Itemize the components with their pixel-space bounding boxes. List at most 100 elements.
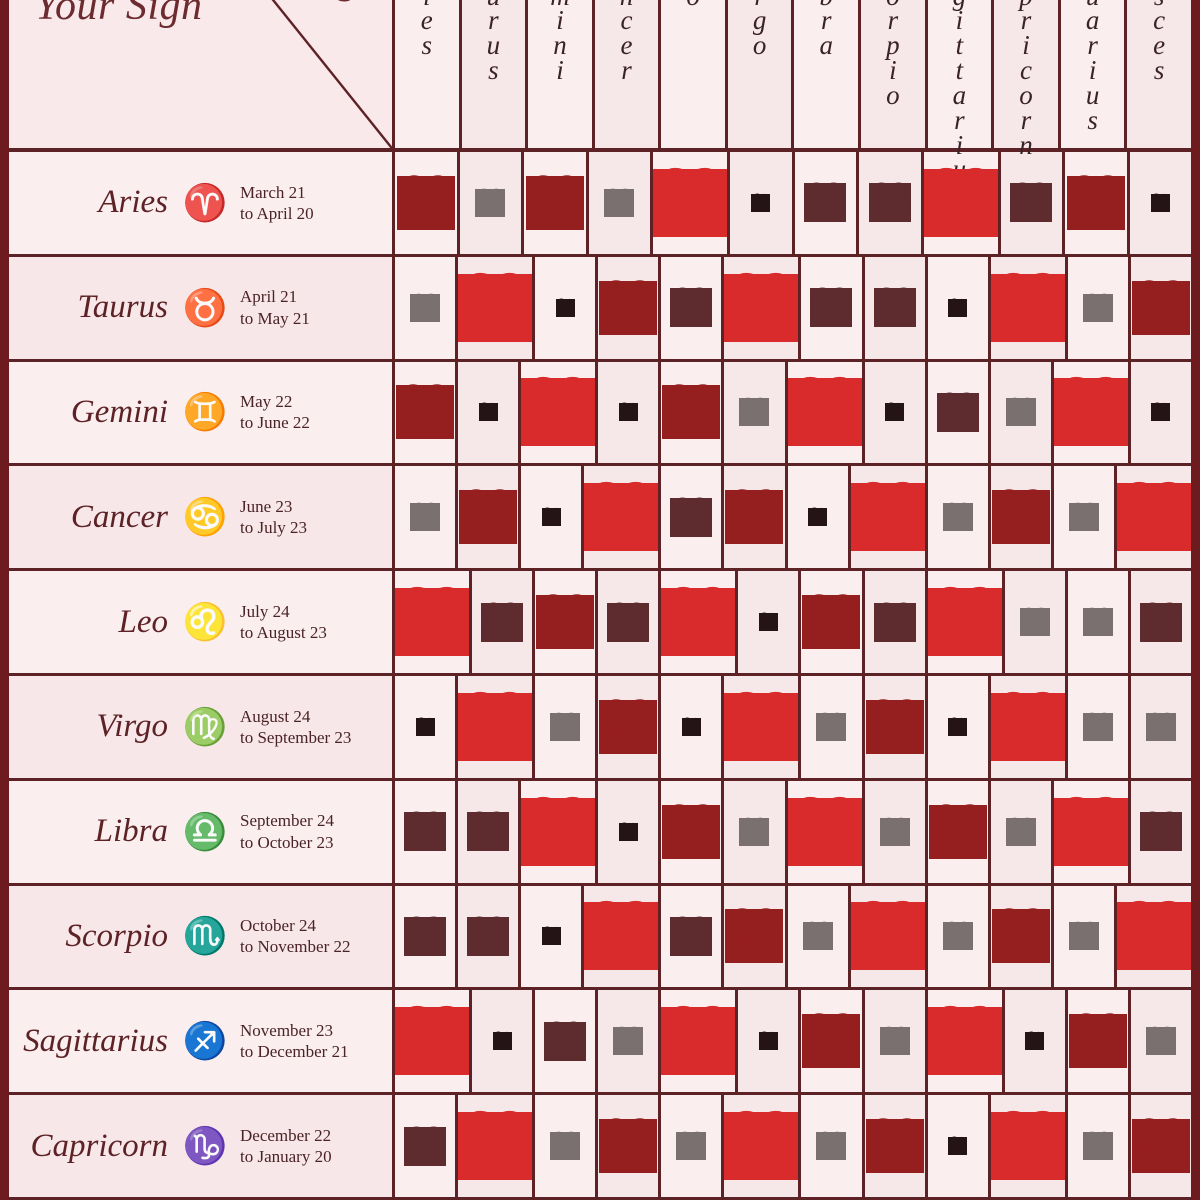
rating-cell-virgo-leo[interactable] <box>661 675 725 778</box>
rating-cell-aries-libra[interactable] <box>794 152 859 254</box>
rating-cell-leo-gemini[interactable] <box>535 571 599 673</box>
rating-cell-libra-aquarius[interactable] <box>1053 780 1131 883</box>
rating-cell-sagittarius-scorpio[interactable] <box>864 990 928 1093</box>
column-header-leo[interactable]: L e o <box>661 0 728 148</box>
rating-cell-libra-pisces[interactable] <box>1130 780 1191 883</box>
rating-cell-scorpio-aquarius[interactable] <box>1053 885 1117 988</box>
rating-cell-taurus-aquarius[interactable] <box>1067 256 1131 359</box>
rating-cell-libra-virgo[interactable] <box>724 780 788 883</box>
rating-cell-scorpio-aries[interactable] <box>395 885 459 988</box>
row-header-scorpio[interactable]: Scorpio ♏ October 24 to November 22 <box>9 885 395 988</box>
rating-cell-cancer-scorpio[interactable] <box>850 466 928 569</box>
rating-cell-leo-cancer[interactable] <box>598 571 662 673</box>
rating-cell-sagittarius-capricorn[interactable] <box>1004 990 1068 1093</box>
rating-cell-taurus-cancer[interactable] <box>598 256 662 359</box>
rating-cell-cancer-pisces[interactable] <box>1116 466 1191 569</box>
rating-cell-virgo-capricorn[interactable] <box>990 675 1068 778</box>
rating-cell-taurus-leo[interactable] <box>661 256 725 359</box>
rating-cell-sagittarius-taurus[interactable] <box>472 990 536 1093</box>
column-header-gemini[interactable]: G e m i n i <box>528 0 595 148</box>
rating-cell-sagittarius-aries[interactable] <box>395 990 472 1093</box>
rating-cell-leo-pisces[interactable] <box>1130 571 1191 673</box>
rating-cell-aries-aries[interactable] <box>395 152 460 254</box>
rating-cell-cancer-libra[interactable] <box>787 466 851 569</box>
row-header-libra[interactable]: Libra ♎ September 24 to October 23 <box>9 780 395 883</box>
column-header-taurus[interactable]: T a u r u s <box>461 0 529 148</box>
row-header-capricorn[interactable]: Capricorn ♑ December 22 to January 20 <box>9 1095 395 1197</box>
row-header-virgo[interactable]: Virgo ♍ August 24 to September 23 <box>9 675 395 778</box>
column-header-capricorn[interactable]: C a p r i c o r n <box>994 0 1061 158</box>
rating-cell-sagittarius-gemini[interactable] <box>535 990 599 1093</box>
rating-cell-taurus-aries[interactable] <box>395 256 459 359</box>
rating-cell-aries-pisces[interactable] <box>1129 152 1191 254</box>
rating-cell-sagittarius-leo[interactable] <box>661 990 739 1093</box>
rating-cell-virgo-libra[interactable] <box>801 675 865 778</box>
rating-cell-virgo-virgo[interactable] <box>724 675 802 778</box>
rating-cell-scorpio-cancer[interactable] <box>584 885 662 988</box>
rating-cell-taurus-scorpio[interactable] <box>864 256 928 359</box>
column-header-aries[interactable]: A r i e s <box>395 0 462 148</box>
column-header-virgo[interactable]: V i r g o <box>727 0 795 148</box>
rating-cell-gemini-cancer[interactable] <box>598 361 662 464</box>
rating-cell-leo-sagittarius[interactable] <box>927 571 1005 673</box>
rating-cell-taurus-libra[interactable] <box>801 256 865 359</box>
rating-cell-sagittarius-libra[interactable] <box>801 990 865 1093</box>
rating-cell-cancer-aquarius[interactable] <box>1053 466 1117 569</box>
rating-cell-taurus-pisces[interactable] <box>1130 256 1191 359</box>
row-header-gemini[interactable]: Gemini ♊ May 22 to June 22 <box>9 361 395 464</box>
rating-cell-gemini-capricorn[interactable] <box>990 361 1054 464</box>
rating-cell-gemini-scorpio[interactable] <box>864 361 928 464</box>
row-header-cancer[interactable]: Cancer ♋ June 23 to July 23 <box>9 466 395 569</box>
rating-cell-scorpio-libra[interactable] <box>787 885 851 988</box>
rating-cell-capricorn-aquarius[interactable] <box>1067 1095 1131 1197</box>
row-header-leo[interactable]: Leo ♌ July 24 to August 23 <box>9 571 395 673</box>
rating-cell-gemini-leo[interactable] <box>661 361 725 464</box>
rating-cell-cancer-cancer[interactable] <box>584 466 662 569</box>
rating-cell-scorpio-scorpio[interactable] <box>850 885 928 988</box>
rating-cell-leo-leo[interactable] <box>661 571 739 673</box>
rating-cell-sagittarius-virgo[interactable] <box>738 990 802 1093</box>
rating-cell-virgo-aries[interactable] <box>395 675 459 778</box>
column-header-cancer[interactable]: C a n c e r <box>594 0 662 148</box>
rating-cell-capricorn-taurus[interactable] <box>458 1095 536 1197</box>
rating-cell-virgo-scorpio[interactable] <box>864 675 928 778</box>
row-header-aries[interactable]: Aries ♈ March 21 to April 20 <box>9 152 395 254</box>
rating-cell-scorpio-capricorn[interactable] <box>990 885 1054 988</box>
rating-cell-scorpio-taurus[interactable] <box>458 885 522 988</box>
rating-cell-leo-taurus[interactable] <box>472 571 536 673</box>
rating-cell-capricorn-capricorn[interactable] <box>990 1095 1068 1197</box>
rating-cell-gemini-aries[interactable] <box>395 361 459 464</box>
rating-cell-capricorn-virgo[interactable] <box>724 1095 802 1197</box>
rating-cell-taurus-taurus[interactable] <box>458 256 536 359</box>
rating-cell-cancer-aries[interactable] <box>395 466 459 569</box>
rating-cell-sagittarius-pisces[interactable] <box>1130 990 1191 1093</box>
rating-cell-cancer-sagittarius[interactable] <box>927 466 991 569</box>
rating-cell-sagittarius-cancer[interactable] <box>598 990 662 1093</box>
rating-cell-taurus-capricorn[interactable] <box>990 256 1068 359</box>
rating-cell-cancer-leo[interactable] <box>661 466 725 569</box>
rating-cell-scorpio-sagittarius[interactable] <box>927 885 991 988</box>
rating-cell-sagittarius-aquarius[interactable] <box>1067 990 1131 1093</box>
rating-cell-aries-capricorn[interactable] <box>1000 152 1065 254</box>
rating-cell-leo-scorpio[interactable] <box>864 571 928 673</box>
rating-cell-capricorn-leo[interactable] <box>661 1095 725 1197</box>
rating-cell-virgo-gemini[interactable] <box>535 675 599 778</box>
rating-cell-scorpio-virgo[interactable] <box>724 885 788 988</box>
column-header-aquarius[interactable]: A q u a r i u s <box>1060 0 1128 148</box>
rating-cell-gemini-pisces[interactable] <box>1130 361 1191 464</box>
rating-cell-scorpio-gemini[interactable] <box>521 885 585 988</box>
rating-cell-scorpio-leo[interactable] <box>661 885 725 988</box>
column-header-libra[interactable]: L i b r a <box>794 0 862 148</box>
rating-cell-libra-sagittarius[interactable] <box>927 780 991 883</box>
rating-cell-libra-taurus[interactable] <box>458 780 522 883</box>
rating-cell-sagittarius-sagittarius[interactable] <box>927 990 1005 1093</box>
rating-cell-capricorn-gemini[interactable] <box>535 1095 599 1197</box>
rating-cell-cancer-capricorn[interactable] <box>990 466 1054 569</box>
rating-cell-leo-aquarius[interactable] <box>1067 571 1131 673</box>
rating-cell-scorpio-pisces[interactable] <box>1116 885 1191 988</box>
rating-cell-cancer-gemini[interactable] <box>521 466 585 569</box>
rating-cell-virgo-taurus[interactable] <box>458 675 536 778</box>
rating-cell-gemini-gemini[interactable] <box>521 361 599 464</box>
rating-cell-cancer-taurus[interactable] <box>458 466 522 569</box>
column-header-pisces[interactable]: P i s c e s <box>1127 0 1191 148</box>
